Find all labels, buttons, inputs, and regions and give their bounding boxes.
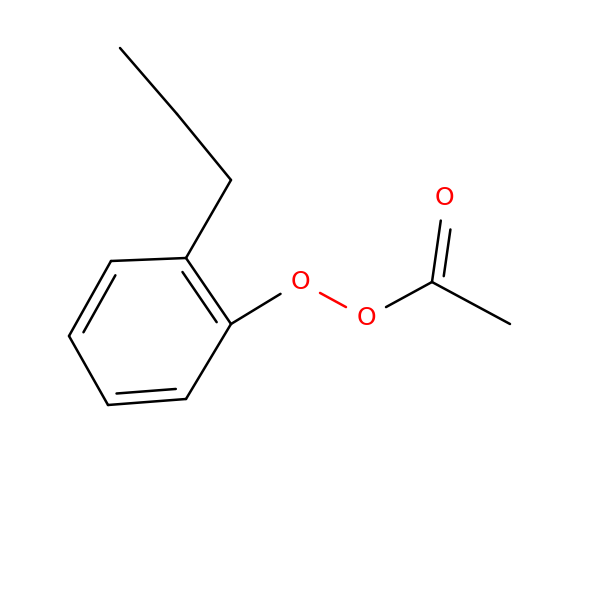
Text: O: O [356,306,376,330]
Text: O: O [434,186,454,210]
Text: O: O [290,270,310,294]
